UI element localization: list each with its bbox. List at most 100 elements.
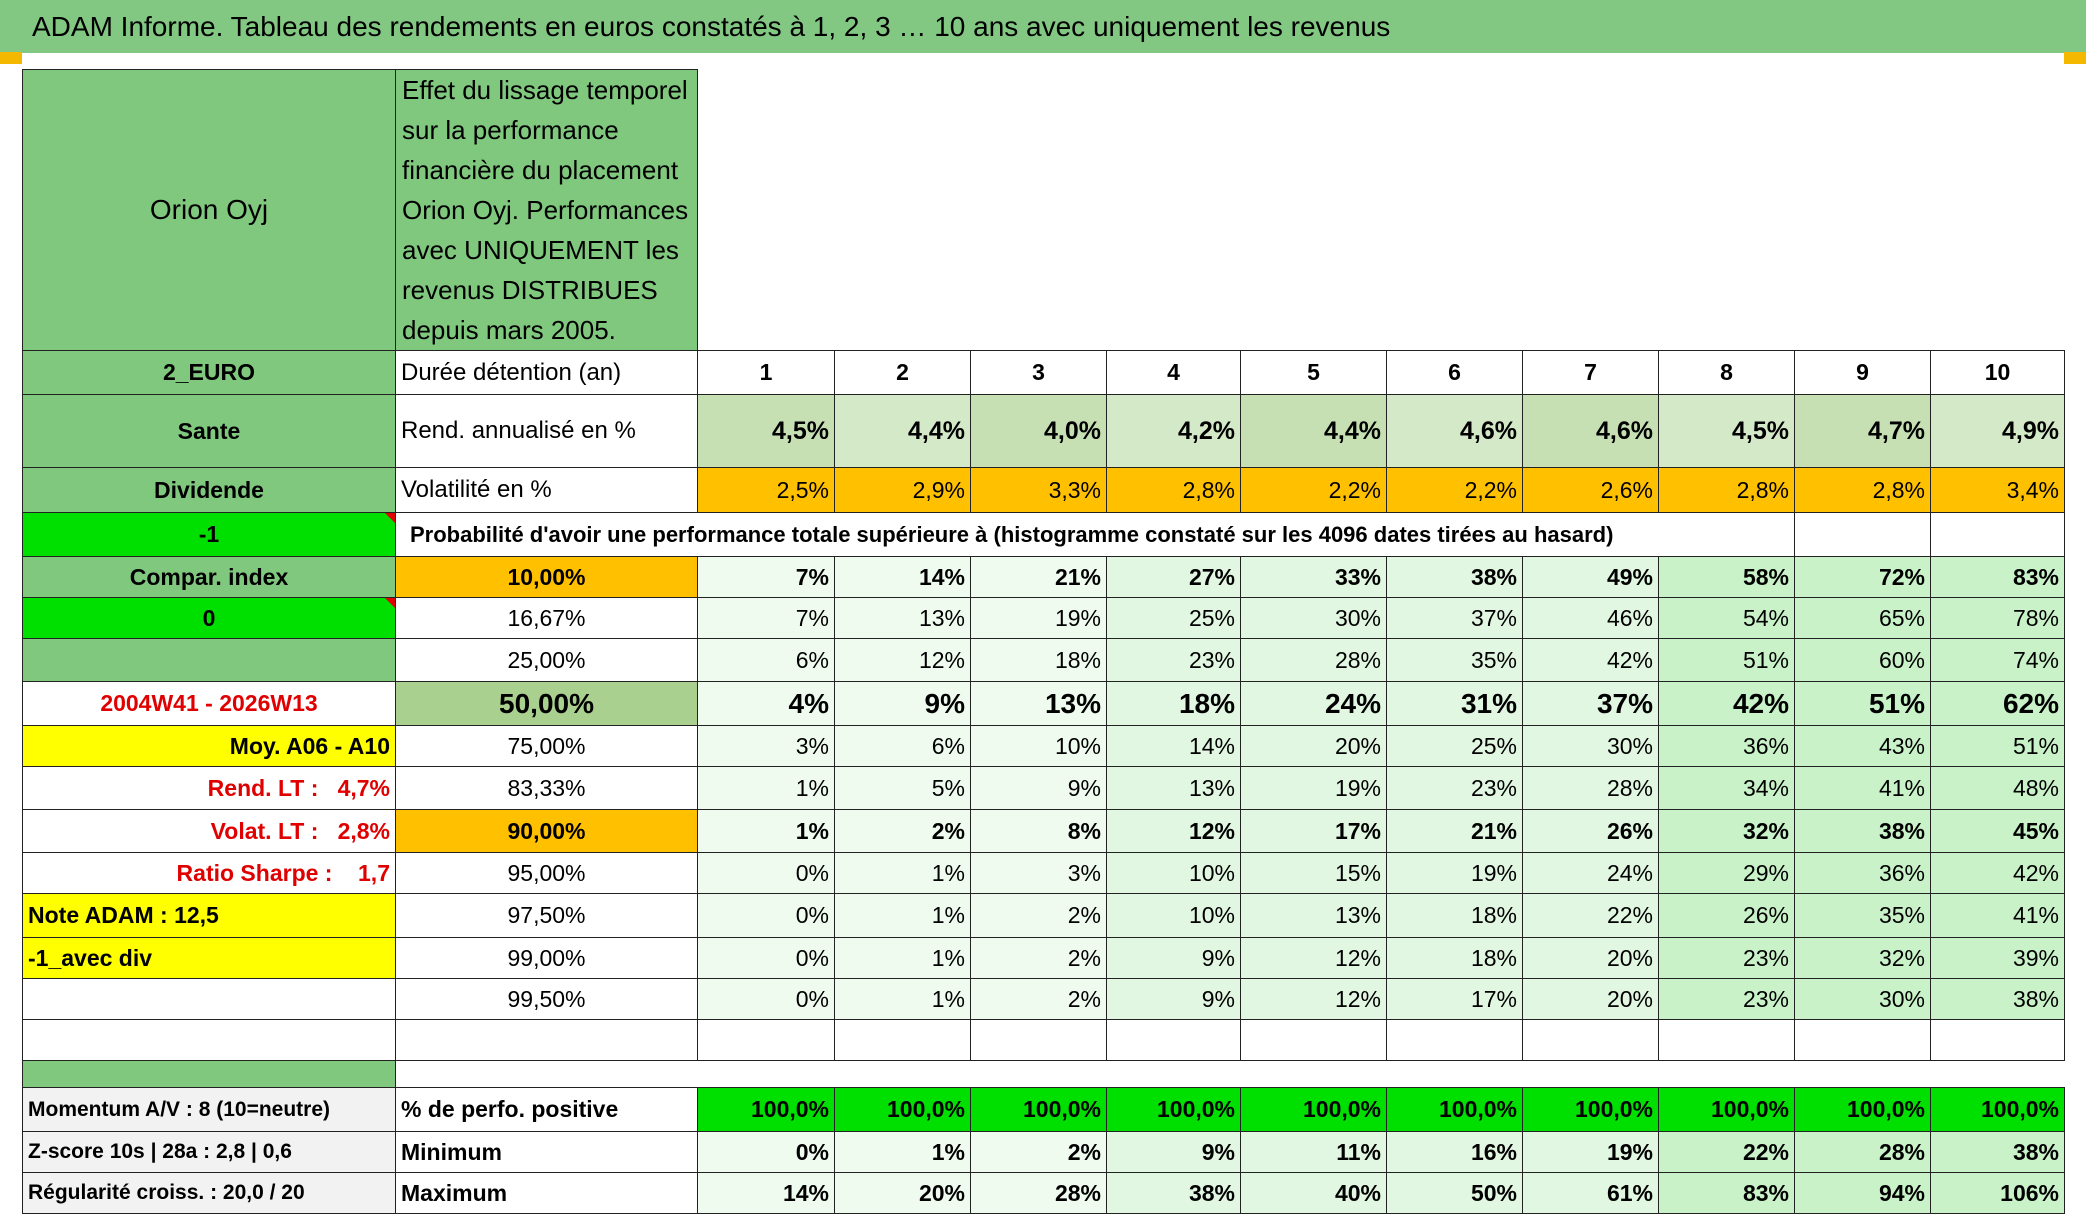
- probability-value: 10%: [1106, 852, 1241, 894]
- duration-header: 3: [970, 350, 1107, 395]
- annual-return: 4,2%: [1106, 394, 1241, 468]
- probability-value: 24%: [1522, 852, 1659, 894]
- probability-value: 4%: [697, 681, 835, 726]
- minimum: 0%: [697, 1131, 835, 1173]
- positive-share: 100,0%: [1106, 1087, 1241, 1132]
- minimum: 38%: [1930, 1131, 2065, 1173]
- title-bar: ADAM Informe. Tableau des rendements en …: [0, 0, 2086, 53]
- side-label: Compar. index: [22, 556, 396, 598]
- annual-return: 4,6%: [1386, 394, 1523, 468]
- duration-header: 7: [1522, 350, 1659, 395]
- table-row: Volat. LT : 2,8% 90,00% 1% 2% 8% 12% 17% 21% 26%…: [22, 809, 2065, 853]
- probability-value: 12%: [834, 638, 971, 682]
- probability-value: 49%: [1522, 556, 1659, 598]
- probability-value: 38%: [1930, 978, 2065, 1020]
- probability-value: 35%: [1386, 638, 1523, 682]
- maximum: 94%: [1794, 1172, 1931, 1214]
- probability-value: 36%: [1658, 725, 1795, 767]
- volatility: 2,2%: [1240, 467, 1387, 513]
- instrument-name: Orion Oyj: [22, 69, 396, 351]
- table-row: Rend. LT : 4,7% 83,33% 1% 5% 9% 13% 19% 23% 28% 3…: [22, 766, 2065, 810]
- maximum: 61%: [1522, 1172, 1659, 1214]
- threshold: 10,00%: [395, 556, 698, 598]
- probability-value: 25%: [1386, 725, 1523, 767]
- minimum: 1%: [834, 1131, 971, 1173]
- probability-value: 51%: [1658, 638, 1795, 682]
- probability-value: 9%: [1106, 978, 1241, 1020]
- maximum: 20%: [834, 1172, 971, 1214]
- positive-share: 100,0%: [1240, 1087, 1387, 1132]
- probability-value: 27%: [1106, 556, 1241, 598]
- table-row: 2004W41 - 2026W13 50,00% 4% 9% 13% 18% 24% 31% 3…: [22, 681, 2065, 726]
- probability-value: 46%: [1522, 597, 1659, 639]
- probability-value: 41%: [1794, 766, 1931, 810]
- volatility: 2,8%: [1794, 467, 1931, 513]
- table-row: Moy. A06 - A10 75,00% 3% 6% 10% 14% 20% 25% 30% 3…: [22, 725, 2065, 767]
- maximum: 38%: [1106, 1172, 1241, 1214]
- annual-return: 4,5%: [697, 394, 835, 468]
- side-label: Moy. A06 - A10: [22, 725, 396, 767]
- empty-cell: [1106, 1019, 1241, 1061]
- probability-value: 6%: [834, 725, 971, 767]
- minimum: 28%: [1794, 1131, 1931, 1173]
- empty-cell: [1930, 512, 2065, 557]
- probability-value: 21%: [1386, 809, 1523, 853]
- probability-value: 5%: [834, 766, 971, 810]
- side-label: Dividende: [22, 467, 396, 513]
- annual-return: 4,6%: [1522, 394, 1659, 468]
- probability-value: 1%: [697, 809, 835, 853]
- table-row: Sante Rend. annualisé en % 4,5% 4,4% 4,0% 4,2…: [22, 394, 2065, 468]
- probability-value: 60%: [1794, 638, 1931, 682]
- table-row: 2_EURO Durée détention (an) 1 2 3 4 5 6 7 8 9 10: [22, 350, 2065, 395]
- spacer: [22, 1060, 396, 1088]
- probability-value: 2%: [970, 937, 1107, 979]
- probability-value: 8%: [970, 809, 1107, 853]
- probability-value: 38%: [1794, 809, 1931, 853]
- probability-caption: Probabilité d'avoir une performance tota…: [395, 512, 1795, 557]
- duration-header: 2: [834, 350, 971, 395]
- probability-value: 36%: [1794, 852, 1931, 894]
- probability-value: 24%: [1240, 681, 1387, 726]
- duration-header: 6: [1386, 350, 1523, 395]
- probability-value: 2%: [834, 809, 971, 853]
- annual-return: 4,0%: [970, 394, 1107, 468]
- duration-header: 5: [1240, 350, 1387, 395]
- probability-value: 26%: [1522, 809, 1659, 853]
- probability-value: 26%: [1658, 893, 1795, 938]
- table-row: Ratio Sharpe : 1,7 95,00% 0% 1% 3% 10% 15% 19% 2…: [22, 852, 2065, 894]
- probability-value: 38%: [1386, 556, 1523, 598]
- probability-value: 12%: [1240, 978, 1387, 1020]
- side-label: Momentum A/V : 8 (10=neutre): [22, 1087, 396, 1132]
- positive-share: 100,0%: [834, 1087, 971, 1132]
- probability-value: 17%: [1240, 809, 1387, 853]
- probability-value: 32%: [1658, 809, 1795, 853]
- empty-cell: [1386, 1019, 1523, 1061]
- row-label: Maximum: [395, 1172, 698, 1214]
- threshold: 97,50%: [395, 893, 698, 938]
- threshold: 75,00%: [395, 725, 698, 767]
- empty-cell: [834, 1019, 971, 1061]
- row-label: Minimum: [395, 1131, 698, 1173]
- positive-share: 100,0%: [970, 1087, 1107, 1132]
- side-label: Régularité croiss. : 20,0 / 20: [22, 1172, 396, 1214]
- probability-value: 20%: [1522, 978, 1659, 1020]
- table-row: 99,50% 0% 1% 2% 9% 12% 17% 20% 23% 30% 38%: [22, 978, 2065, 1020]
- probability-value: 28%: [1240, 638, 1387, 682]
- side-label: [22, 978, 396, 1020]
- maximum: 106%: [1930, 1172, 2065, 1214]
- annual-return: 4,4%: [834, 394, 971, 468]
- probability-value: 23%: [1386, 766, 1523, 810]
- table-row: [22, 1019, 2065, 1061]
- probability-value: 54%: [1658, 597, 1795, 639]
- row-label: Durée détention (an): [395, 350, 698, 395]
- volatility: 2,5%: [697, 467, 835, 513]
- probability-value: 29%: [1658, 852, 1795, 894]
- volatility: 2,9%: [834, 467, 971, 513]
- probability-value: 42%: [1522, 638, 1659, 682]
- probability-value: 74%: [1930, 638, 2065, 682]
- table-row: -1_avec div 99,00% 0% 1% 2% 9% 12% 18% 20% 23% 32%…: [22, 937, 2065, 979]
- probability-value: 1%: [834, 937, 971, 979]
- empty-cell: [1658, 1019, 1795, 1061]
- table-row: Dividende Volatilité en % 2,5% 2,9% 3,3% 2,8%…: [22, 467, 2065, 513]
- probability-value: 34%: [1658, 766, 1795, 810]
